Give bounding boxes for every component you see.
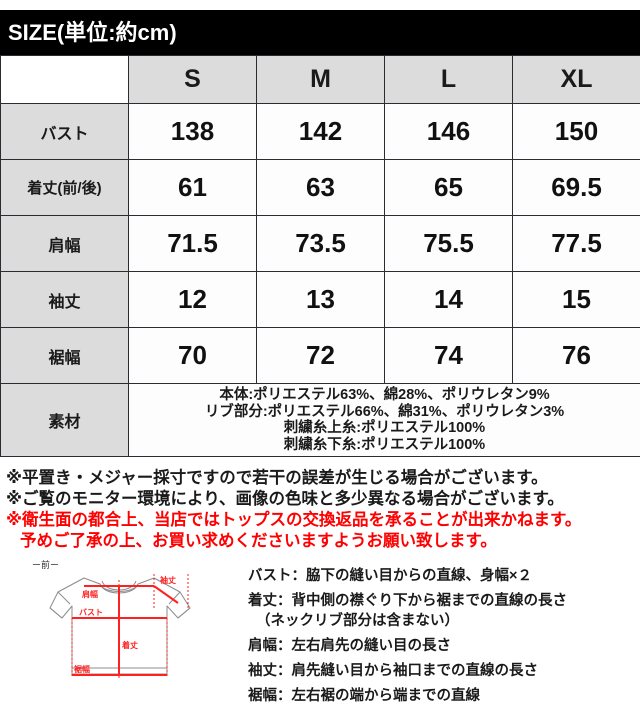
diagram-label-length: 着丈: [121, 640, 138, 650]
measurement-definitions: バスト：脇下の縫い目からの直線、身幅×２ 着丈：背中側の襟ぐり下から裾までの直線…: [248, 566, 640, 711]
row-label-bust: バスト: [1, 104, 129, 160]
definition-hem-text: 裾幅：左右裾の端から端までの直線: [248, 688, 480, 704]
note-no-returns: ※衛生面の都合上、当店ではトップスの交換返品を承ることが出来かねます。: [6, 510, 634, 531]
material-composition-cell: 本体:ポリエステル63%、綿28%、ポリウレタン9% リブ部分:ポリエステル66…: [129, 384, 640, 457]
table-row: 裾幅 70 72 74 76: [1, 328, 640, 384]
cell-shoulder-m: 73.5: [257, 216, 385, 272]
cell-shoulder-s: 71.5: [129, 216, 257, 272]
note-measurement-tolerance: ※平置き・メジャー採寸ですので若干の誤差が生じる場合がございます。: [6, 468, 634, 489]
row-label-hem: 裾幅: [1, 328, 129, 384]
table-header-row: S M L XL: [1, 56, 640, 104]
definition-bust: バスト：脇下の縫い目からの直線、身幅×２: [248, 566, 640, 586]
table-row: バスト 138 142 146 150: [1, 104, 640, 160]
cell-sleeve-m: 13: [257, 272, 385, 328]
size-title-bar: SIZE(単位:約cm): [0, 10, 640, 55]
cell-shoulder-xl: 77.5: [513, 216, 640, 272]
header-size-l: L: [385, 56, 513, 104]
cell-bust-l: 146: [385, 104, 513, 160]
note-no-returns-continued: 予めご了承の上、お買い求めくださいますようお願い致します。: [6, 531, 634, 552]
header-size-m: M: [257, 56, 385, 104]
definition-length-text: 着丈：背中側の襟ぐり下から裾までの直線の長さ: [248, 593, 567, 609]
cell-bust-s: 138: [129, 104, 257, 160]
material-line-lower-thread: 刺繍糸下糸:ポリエステル100%: [129, 437, 640, 454]
cell-hem-s: 70: [129, 328, 257, 384]
material-line-rib: リブ部分:ポリエステル66%、綿31%、ポリウレタン3%: [129, 404, 640, 421]
material-line-upper-thread: 刺繍糸上糸:ポリエステル100%: [129, 420, 640, 437]
cell-length-xl: 69.5: [513, 160, 640, 216]
cell-sleeve-s: 12: [129, 272, 257, 328]
header-size-s: S: [129, 56, 257, 104]
cell-hem-m: 72: [257, 328, 385, 384]
cell-length-s: 61: [129, 160, 257, 216]
cell-bust-xl: 150: [513, 104, 640, 160]
cell-length-l: 65: [385, 160, 513, 216]
table-row-material: 素材 本体:ポリエステル63%、綿28%、ポリウレタン9% リブ部分:ポリエステ…: [1, 384, 640, 457]
cell-shoulder-l: 75.5: [385, 216, 513, 272]
material-line-body: 本体:ポリエステル63%、綿28%、ポリウレタン9%: [129, 387, 640, 404]
cell-bust-m: 142: [257, 104, 385, 160]
definition-hem: 裾幅：左右裾の端から端までの直線: [248, 686, 640, 706]
cell-hem-l: 74: [385, 328, 513, 384]
notes-section: ※平置き・メジャー採寸ですので若干の誤差が生じる場合がございます。 ※ご覧のモニ…: [6, 468, 634, 552]
cell-sleeve-xl: 15: [513, 272, 640, 328]
table-row: 袖丈 12 13 14 15: [1, 272, 640, 328]
definition-length-subtext: （ネックリブ部分は含まない）: [248, 611, 640, 631]
definition-shoulder: 肩幅：左右肩先の縫い目の長さ: [248, 636, 640, 656]
definition-bust-text: バスト：脇下の縫い目からの直線、身幅×２: [248, 568, 532, 584]
row-label-sleeve: 袖丈: [1, 272, 129, 328]
header-corner-cell: [1, 56, 129, 104]
cell-sleeve-l: 14: [385, 272, 513, 328]
diagram-label-sleeve: 袖丈: [159, 575, 176, 585]
diagram-label-bust: バスト: [79, 608, 103, 617]
definition-length: 着丈：背中側の襟ぐり下から裾までの直線の長さ （ネックリブ部分は含まない）: [248, 591, 640, 631]
tshirt-measurement-diagram: ー前ー: [22, 556, 238, 706]
cell-length-m: 63: [257, 160, 385, 216]
definition-shoulder-text: 肩幅：左右肩先の縫い目の長さ: [248, 638, 451, 654]
page-title: SIZE(単位:約cm): [8, 22, 177, 44]
row-label-length: 着丈(前/後): [1, 160, 129, 216]
header-size-xl: XL: [513, 56, 640, 104]
note-monitor-color: ※ご覧のモニター環境により、画像の色味と多少異なる場合がございます。: [6, 489, 634, 510]
table-row: 肩幅 71.5 73.5 75.5 77.5: [1, 216, 640, 272]
definition-sleeve: 袖丈：肩先縫い目から袖口までの直線の長さ: [248, 661, 640, 681]
size-table: S M L XL バスト 138 142 146 150 着丈(前/後) 61 …: [0, 55, 640, 457]
definition-sleeve-text: 袖丈：肩先縫い目から袖口までの直線の長さ: [248, 663, 538, 679]
table-row: 着丈(前/後) 61 63 65 69.5: [1, 160, 640, 216]
diagram-label-hem: 裾幅: [74, 664, 90, 674]
cell-hem-xl: 76: [513, 328, 640, 384]
row-label-material: 素材: [1, 384, 129, 457]
diagram-label-shoulder: 肩幅: [82, 589, 98, 599]
diagram-view-label: ー前ー: [32, 559, 59, 570]
row-label-shoulder: 肩幅: [1, 216, 129, 272]
